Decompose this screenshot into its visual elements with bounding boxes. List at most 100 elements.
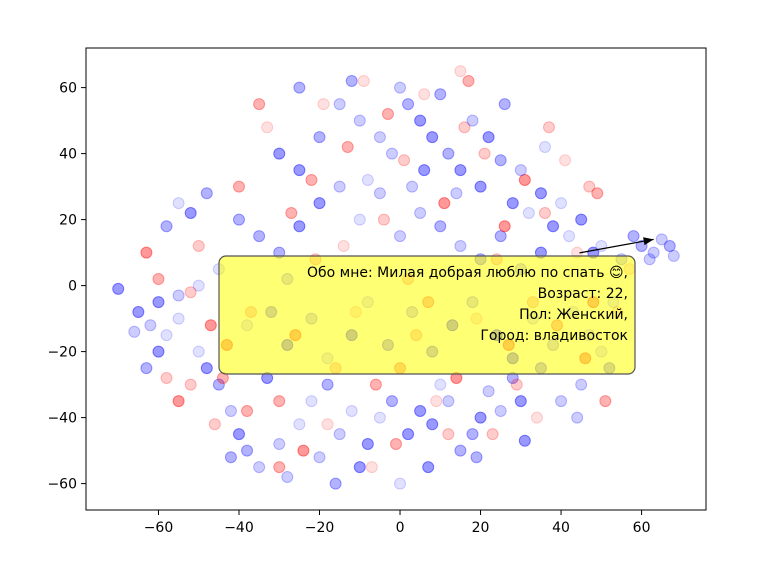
data-point-red: [160, 372, 173, 384]
data-point-blue: [385, 395, 398, 408]
data-point-blue: [434, 88, 447, 101]
axes-frame: [85, 47, 707, 511]
data-point-blue: [385, 147, 398, 160]
y-tick-label: 0: [68, 279, 77, 295]
data-point-blue: [373, 411, 386, 424]
data-point-red: [317, 98, 330, 111]
data-point-blue: [402, 98, 415, 111]
data-point-red: [184, 286, 197, 299]
data-point-red: [365, 461, 378, 474]
data-point-red: [321, 418, 334, 431]
data-point-red: [538, 207, 551, 219]
y-tick-label: 60: [59, 81, 77, 97]
data-point-blue: [140, 362, 153, 375]
data-point-red: [273, 461, 286, 474]
data-point-blue: [522, 207, 535, 219]
x-tick-label: −60: [144, 520, 174, 536]
data-point-blue: [643, 253, 656, 266]
data-point-blue: [627, 230, 640, 243]
data-point-red: [208, 418, 221, 431]
data-point-blue: [152, 296, 165, 309]
data-point-blue: [192, 345, 205, 358]
data-point-blue: [353, 114, 366, 127]
data-point-blue: [321, 378, 334, 391]
data-point-blue: [494, 405, 507, 417]
data-point-blue: [293, 164, 306, 177]
data-point-blue: [414, 207, 427, 219]
x-tick-label: −40: [224, 520, 254, 536]
data-point-blue: [466, 428, 479, 441]
data-point-blue: [273, 438, 286, 450]
data-point-blue: [514, 164, 527, 177]
data-point-blue: [353, 213, 366, 226]
data-point-blue: [200, 362, 213, 375]
data-point-red: [559, 154, 572, 167]
data-point-blue: [434, 378, 447, 391]
data-point-blue: [160, 329, 173, 342]
data-point-red: [273, 395, 286, 408]
data-point-blue: [293, 81, 306, 94]
data-point-red: [591, 187, 604, 200]
data-point-red: [140, 246, 153, 259]
data-point-blue: [426, 131, 439, 144]
y-tick-label: 20: [59, 213, 77, 229]
data-point-blue: [232, 428, 245, 441]
data-point-blue: [172, 312, 185, 325]
data-point-blue: [474, 180, 487, 193]
data-point-red: [184, 378, 197, 391]
x-tick-label: −20: [305, 520, 335, 536]
data-point-blue: [132, 306, 145, 318]
data-point-red: [305, 174, 318, 186]
y-tick-label: −40: [47, 411, 77, 427]
data-point-blue: [200, 187, 213, 200]
data-point-red: [341, 141, 354, 153]
data-point-blue: [345, 75, 358, 87]
data-point-blue: [442, 395, 455, 408]
data-point-blue: [575, 378, 588, 391]
data-point-blue: [212, 378, 225, 391]
data-point-red: [152, 273, 165, 285]
data-point-blue: [482, 131, 495, 144]
data-point-blue: [333, 98, 346, 111]
data-point-red: [253, 98, 266, 111]
data-point-blue: [434, 220, 447, 233]
data-point-blue: [305, 395, 318, 408]
data-point-red: [357, 75, 370, 87]
data-point-blue: [160, 220, 173, 233]
tooltip-annotation: Обо мне: Милая добрая люблю по спать 😊, …: [218, 237, 654, 375]
data-point-blue: [394, 81, 407, 94]
data-point-blue: [345, 405, 358, 417]
data-point-red: [462, 75, 475, 87]
data-point-blue: [253, 461, 266, 474]
data-point-blue: [373, 187, 386, 200]
data-point-blue: [422, 461, 435, 474]
data-point-blue: [534, 187, 547, 200]
data-point-blue: [112, 282, 125, 295]
data-point-blue: [466, 114, 479, 127]
annotation-line-age: Возраст: 22,: [538, 286, 628, 302]
data-point-blue: [414, 405, 427, 417]
data-point-red: [438, 197, 451, 210]
data-point-red: [454, 65, 467, 78]
data-point-blue: [253, 230, 266, 243]
data-point-blue: [394, 230, 407, 243]
data-point-red: [430, 395, 443, 408]
annotation-arrow: [579, 238, 654, 254]
data-point-blue: [373, 131, 386, 144]
data-point-red: [498, 220, 511, 233]
data-point-red: [381, 108, 394, 120]
data-point-blue: [333, 428, 346, 441]
data-point-blue: [224, 451, 237, 464]
data-point-blue: [128, 325, 141, 338]
data-point-blue: [538, 141, 551, 153]
data-point-blue: [313, 451, 326, 464]
data-point-blue: [293, 418, 306, 431]
data-point-blue: [329, 477, 342, 490]
data-point-blue: [474, 411, 487, 424]
data-point-blue: [241, 444, 254, 457]
data-point-blue: [144, 319, 157, 332]
data-point-red: [518, 174, 531, 186]
data-point-red: [398, 154, 411, 167]
annotation-arrowhead: [643, 237, 654, 246]
